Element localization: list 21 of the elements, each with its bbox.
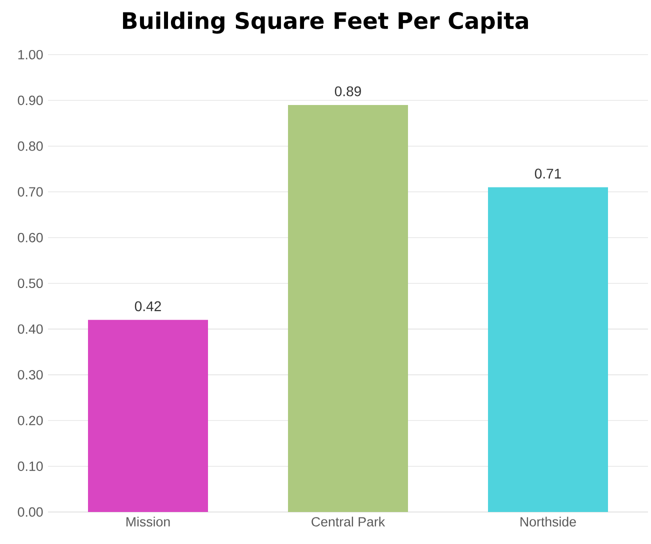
y-tick-label: 0.10 xyxy=(18,462,43,471)
data-label: 0.42 xyxy=(134,301,161,312)
x-tick-label: Central Park xyxy=(312,516,386,526)
data-label: 0.89 xyxy=(334,86,361,96)
y-tick-label: 0.40 xyxy=(18,324,43,334)
bar xyxy=(88,320,208,512)
y-tick-label: 0.50 xyxy=(18,278,43,288)
y-tick-label: 1.00 xyxy=(18,50,43,60)
x-tick-label: Mission xyxy=(126,516,170,526)
data-label: 0.71 xyxy=(534,168,561,179)
y-tick-label: 0.80 xyxy=(18,141,43,151)
y-tick-label: 0.20 xyxy=(18,416,43,426)
y-tick-label: 0.70 xyxy=(18,187,43,197)
y-tick-label: 0.30 xyxy=(18,370,43,380)
x-tick-label: Northside xyxy=(520,516,576,526)
y-tick-label: 0.60 xyxy=(18,232,43,242)
chart-title: Building Square Feet Per Capita xyxy=(123,12,528,34)
y-tick-label: 0.90 xyxy=(18,96,43,106)
bar xyxy=(488,187,608,512)
y-tick-label: 0.00 xyxy=(18,507,43,517)
bar xyxy=(288,104,408,512)
